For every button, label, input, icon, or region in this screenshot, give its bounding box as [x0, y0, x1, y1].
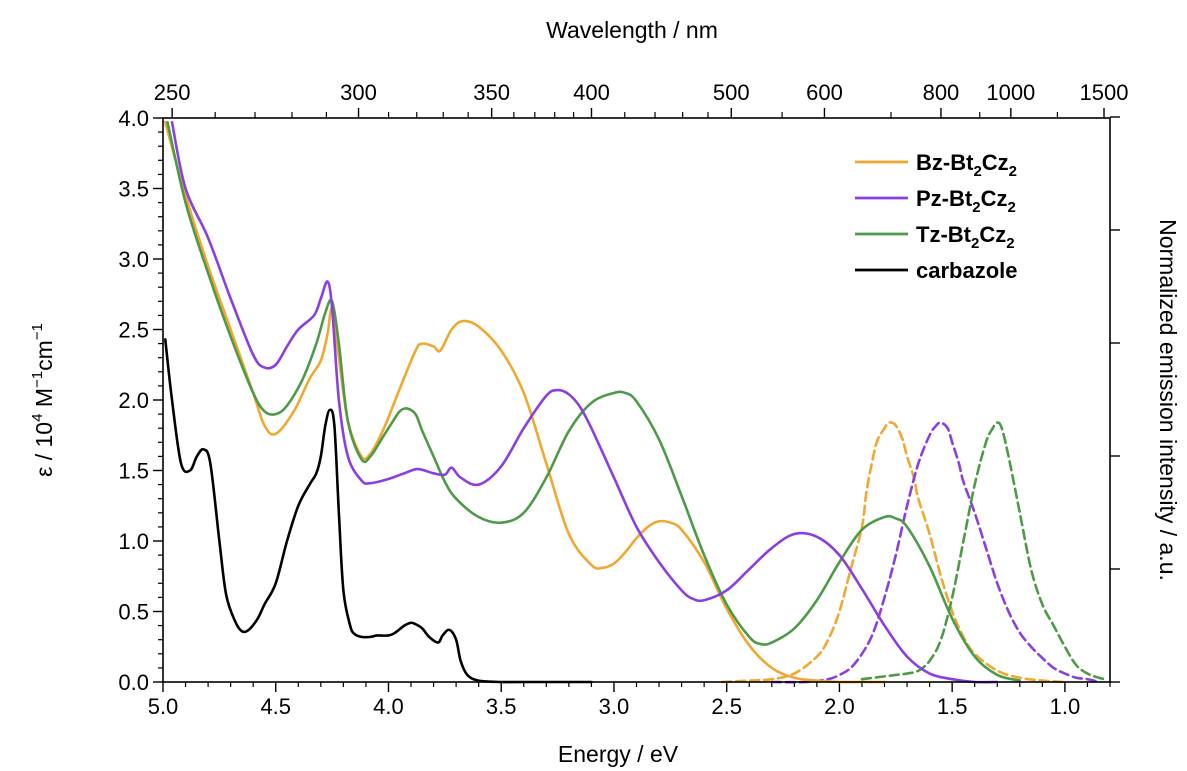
y-tick-label-7: 3.5: [118, 177, 149, 202]
x-tick-label-2: 4.0: [373, 694, 404, 719]
x2-tick-label-8: 1500: [1080, 80, 1129, 105]
x-tick-label-8: 1.0: [1050, 694, 1081, 719]
plot-frame: [162, 117, 1111, 683]
legend-label-1: Pz-Bt2Cz2: [916, 186, 1016, 216]
x2-tick-label-2: 350: [473, 80, 510, 105]
y-axis-title: ε / 104 M−1cm−1: [29, 323, 57, 477]
y-tick-label-2: 1.0: [118, 529, 149, 554]
y2-axis-title: Normalized emission intensity / a.u.: [1155, 219, 1181, 581]
y-tick-label-5: 2.5: [118, 318, 149, 343]
legend-label-3: carbazole: [916, 258, 1018, 283]
x2-tick-label-1: 300: [340, 80, 377, 105]
x-tick-label-0: 5.0: [148, 694, 179, 719]
x-tick-label-1: 4.5: [260, 694, 291, 719]
series-layer: [163, 120, 1107, 684]
y-tick-label-4: 2.0: [118, 388, 149, 413]
series-line-bz-bt2cz2-absorption: [163, 120, 886, 684]
x2-tick-label-0: 250: [154, 80, 191, 105]
series-line-pz-bt2cz2-emission: [770, 421, 1101, 684]
x-tick-label-3: 3.5: [486, 694, 517, 719]
legend: Bz-Bt2Cz2 Pz-Bt2Cz2 Tz-Bt2Cz2 carbazole: [855, 150, 1018, 283]
x2-tick-label-7: 1000: [986, 80, 1035, 105]
x2-tick-label-3: 400: [573, 80, 610, 105]
legend-label-2: Tz-Bt2Cz2: [916, 222, 1015, 252]
legend-label-0: Bz-Bt2Cz2: [916, 150, 1017, 180]
x2-axis-title: Wavelength / nm: [546, 17, 718, 43]
axis-ticks: 5.0 4.5 4.0 3.5 3.0 2.5 2.0 1.5 1.0 0.0 0.5 1.0 1.5 2…: [118, 80, 1128, 719]
x-axis-title: Energy / eV: [558, 741, 679, 767]
y-tick-label-6: 3.0: [118, 247, 149, 272]
x2-tick-label-6: 800: [923, 80, 960, 105]
x-tick-label-4: 3.0: [599, 694, 630, 719]
series-line-carbazole-absorption: [163, 338, 593, 684]
x-tick-label-7: 1.5: [937, 694, 968, 719]
series-line-tz-bt2cz2-absorption: [166, 120, 1022, 682]
x2-tick-label-5: 600: [806, 80, 843, 105]
y-tick-label-8: 4.0: [118, 106, 149, 131]
series-line-pz-bt2cz2-absorption: [170, 120, 999, 684]
y-tick-label-1: 0.5: [118, 600, 149, 625]
x-tick-label-6: 2.0: [824, 694, 855, 719]
y-tick-label-0: 0.0: [118, 670, 149, 695]
y-tick-label-3: 1.5: [118, 459, 149, 484]
series-line-tz-bt2cz2-emission: [860, 421, 1107, 681]
x-tick-label-5: 2.5: [711, 694, 742, 719]
x2-tick-label-4: 500: [713, 80, 750, 105]
